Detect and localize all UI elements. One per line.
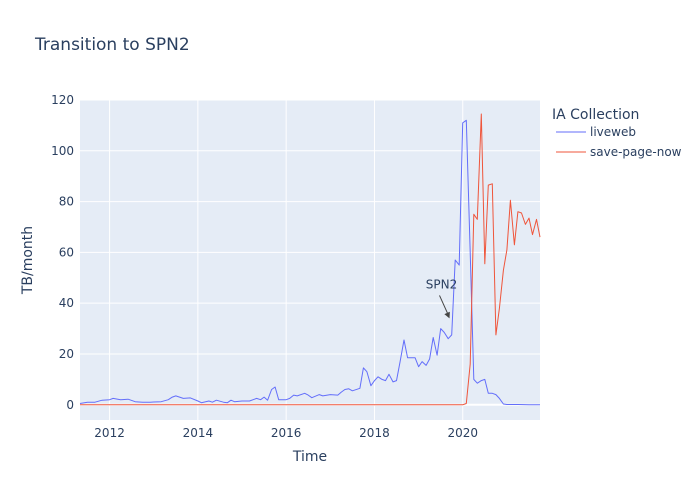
y-axis-label: TB/month bbox=[20, 226, 36, 295]
y-tick-label: 100 bbox=[51, 144, 74, 158]
x-axis-ticks: 2012 2014 2016 2018 2020 bbox=[94, 426, 478, 440]
x-axis-label: Time bbox=[292, 449, 327, 465]
y-axis-ticks: 0 20 40 60 80 100 120 bbox=[51, 93, 74, 412]
legend-item-liveweb[interactable]: liveweb bbox=[556, 125, 636, 139]
y-tick-label: 0 bbox=[66, 398, 74, 412]
y-tick-label: 20 bbox=[59, 347, 74, 361]
legend-label-save-page-now: save-page-now bbox=[590, 145, 682, 159]
legend-title: IA Collection bbox=[552, 107, 639, 123]
x-tick-label: 2016 bbox=[271, 426, 302, 440]
x-tick-label: 2020 bbox=[447, 426, 478, 440]
legend-item-save-page-now[interactable]: save-page-now bbox=[556, 145, 682, 159]
y-tick-label: 120 bbox=[51, 93, 74, 107]
x-tick-label: 2014 bbox=[183, 426, 214, 440]
series-line-liveweb bbox=[79, 119, 540, 406]
plot-area bbox=[80, 100, 540, 420]
y-tick-label: 80 bbox=[59, 195, 74, 209]
annotation-text: SPN2 bbox=[426, 277, 457, 291]
y-tick-label: 60 bbox=[59, 245, 74, 259]
annotation-arrow-head bbox=[444, 311, 450, 319]
chart-title: Transition to SPN2 bbox=[34, 35, 190, 55]
y-tick-label: 40 bbox=[59, 296, 74, 310]
series-line-save-page-now bbox=[80, 113, 541, 406]
legend: IA Collection liveweb save-page-now bbox=[552, 107, 682, 159]
annotation-arrow-line bbox=[439, 295, 449, 316]
legend-label-liveweb: liveweb bbox=[590, 125, 636, 139]
x-tick-label: 2012 bbox=[94, 426, 125, 440]
x-tick-label: 2018 bbox=[359, 426, 390, 440]
series-lines bbox=[79, 113, 541, 406]
annotation: SPN2 bbox=[426, 277, 457, 319]
